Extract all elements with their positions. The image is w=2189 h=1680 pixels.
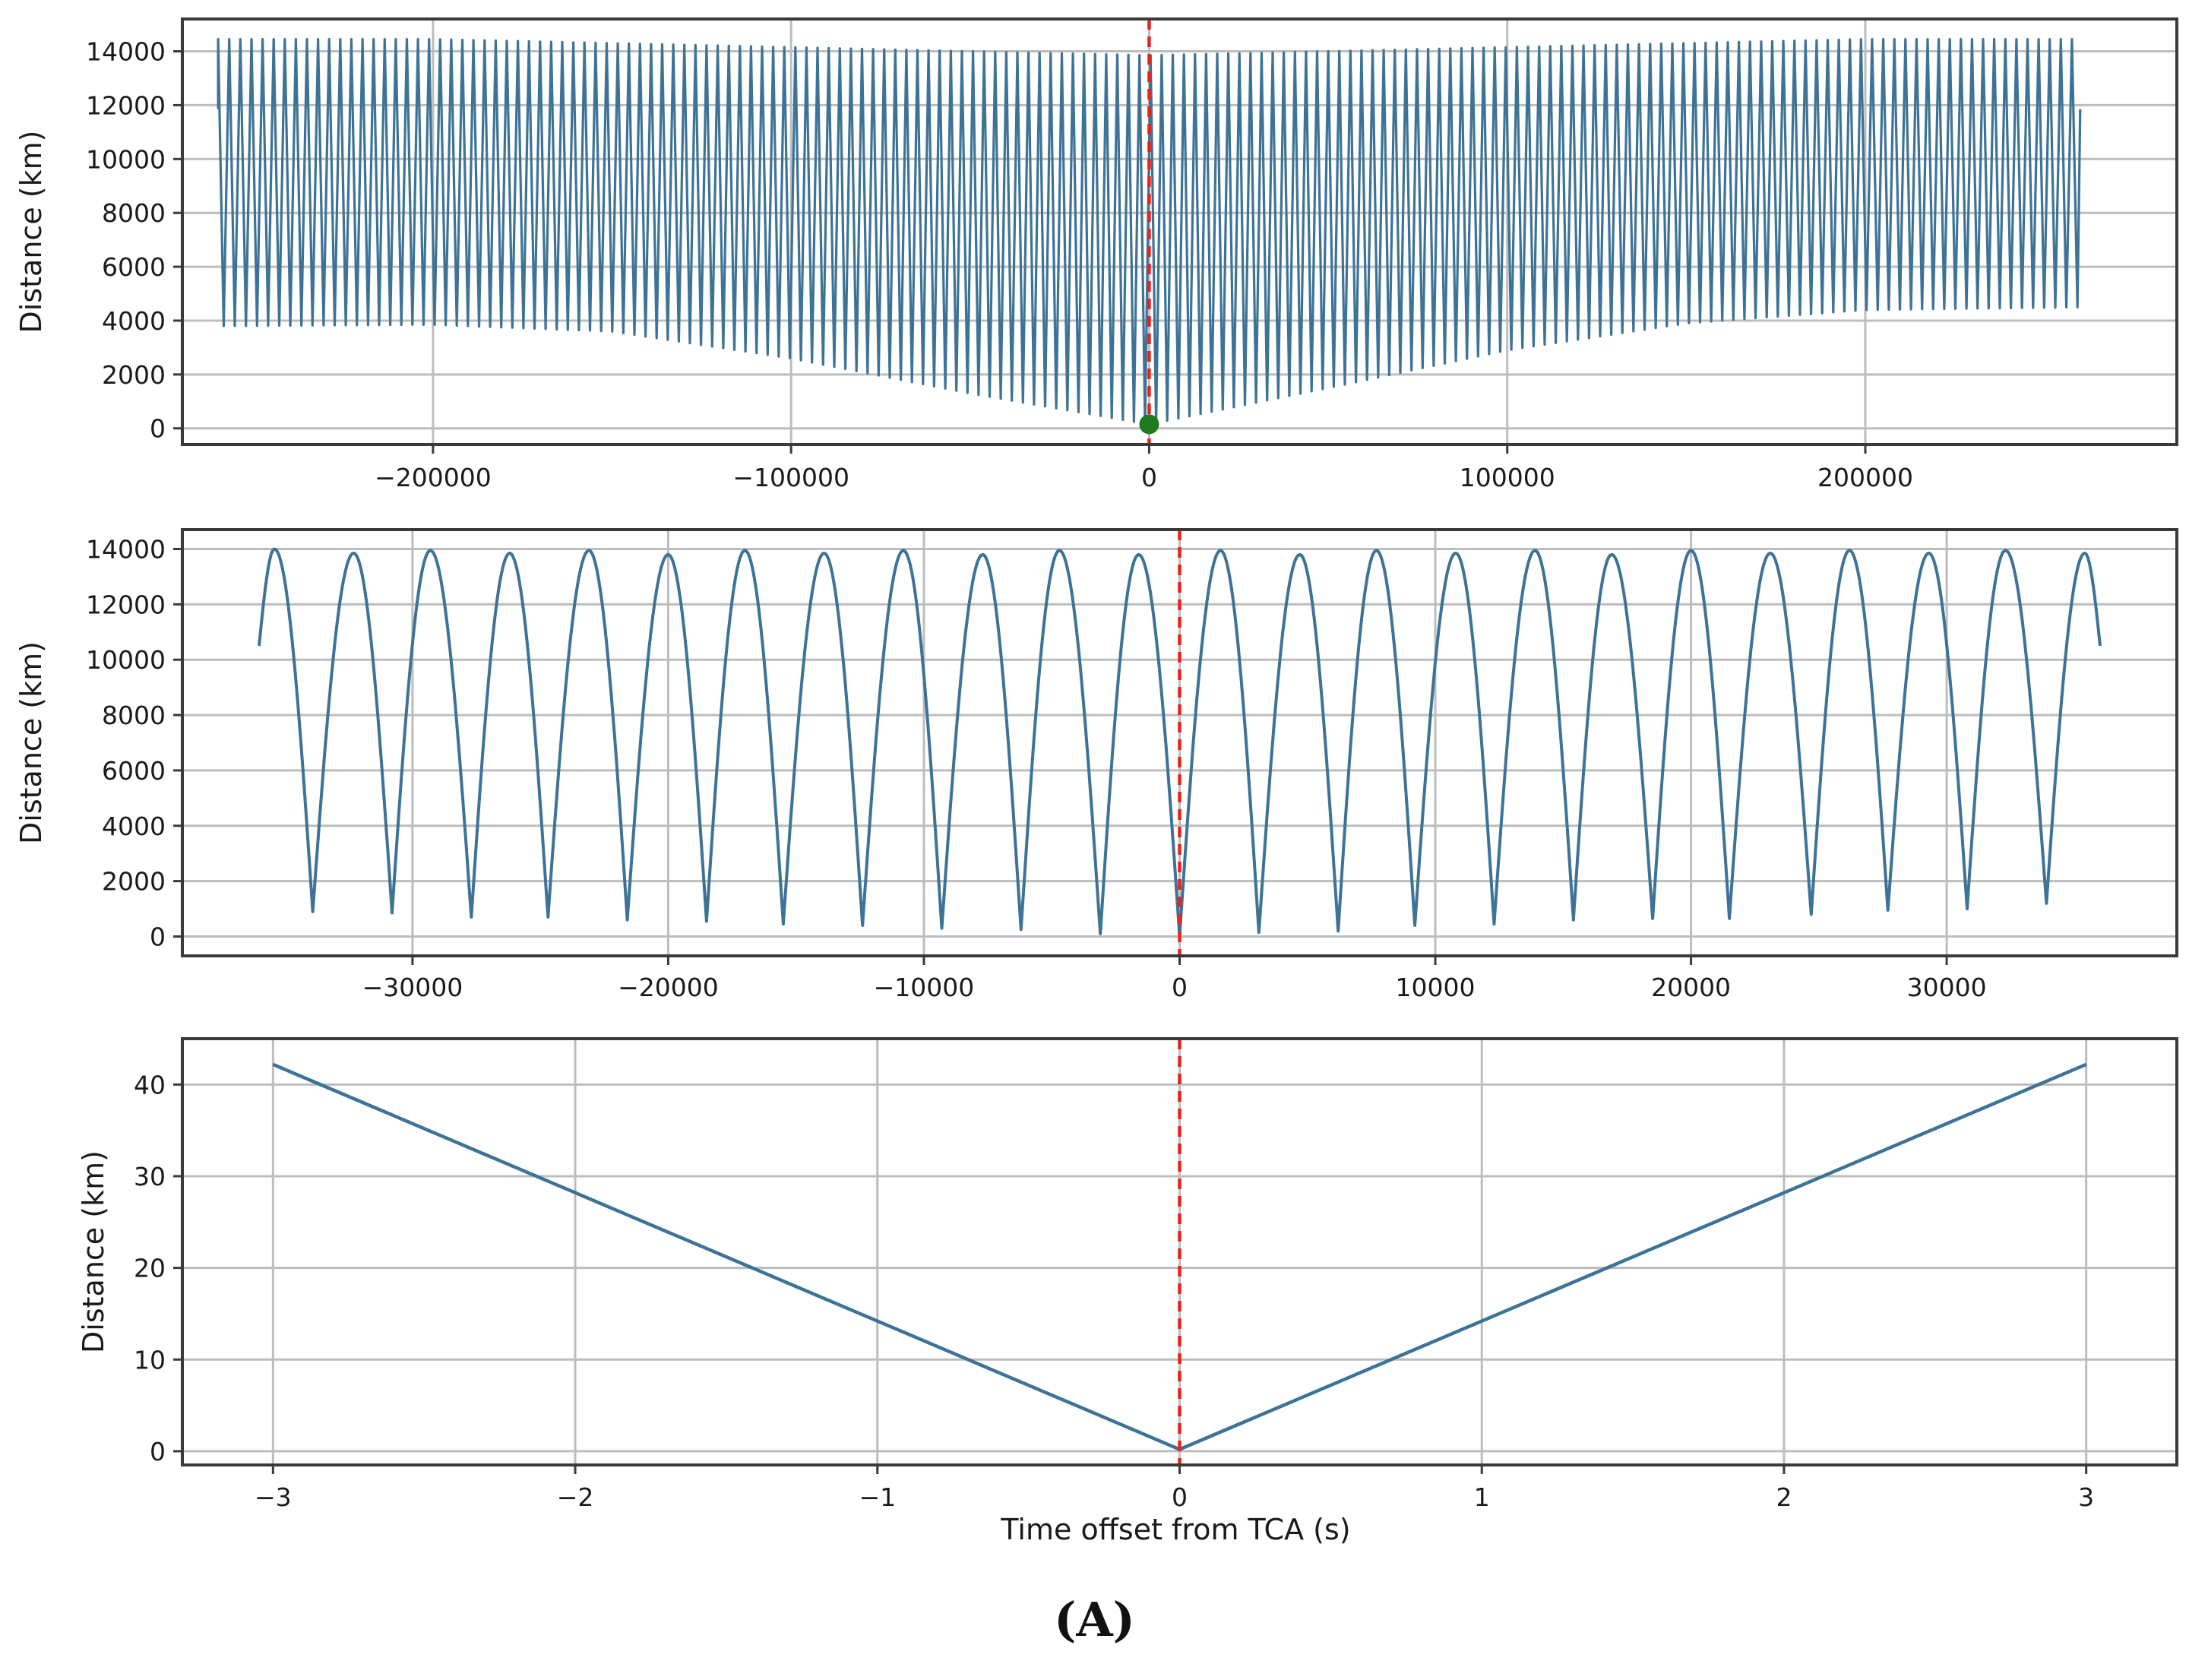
- y-tick-label: 4000: [102, 812, 166, 841]
- x-tick-label: 0: [1172, 1482, 1188, 1512]
- y-tick-label: 20: [134, 1254, 166, 1283]
- x-tick-label: 2: [1776, 1482, 1792, 1512]
- figure-caption: (A): [1054, 1592, 1135, 1647]
- y-tick-label: 8000: [102, 198, 166, 228]
- chart-panel-2: −30000 −20000 −10000 0 10000 20000 30000 0 2000 4…: [14, 528, 2178, 1002]
- y-tick-label: 14000: [86, 37, 166, 67]
- x-tick-label: 200000: [1817, 463, 1913, 492]
- y-tick-label: 14000: [86, 535, 166, 565]
- y-tick-label: 10000: [86, 144, 166, 174]
- closest-approach-point: [1139, 414, 1159, 435]
- y-axis-label: Distance (km): [14, 131, 48, 334]
- y-tick-label: 4000: [102, 306, 166, 336]
- series-line: [217, 38, 2082, 426]
- x-tick-label: −10000: [874, 973, 975, 1002]
- plot-frame: [181, 17, 2178, 446]
- x-tick-label: 100000: [1460, 463, 1555, 492]
- x-tick-label: 1: [1474, 1482, 1490, 1512]
- y-tick-label: 6000: [102, 252, 166, 282]
- y-tick-label: 0: [150, 1437, 166, 1466]
- x-tick-label: −30000: [362, 973, 463, 1002]
- x-axis-label: Time offset from TCA (s): [1000, 1513, 1350, 1546]
- x-tick-label: −1: [859, 1482, 896, 1512]
- x-tick-label: −3: [255, 1482, 292, 1512]
- y-tick-label: 12000: [86, 590, 166, 619]
- x-tick-label: −100000: [732, 463, 849, 492]
- y-tick-label: 40: [134, 1070, 166, 1099]
- chart-panel-1: −200000 −100000 0 100000 200000 0 2000 4000 6000…: [14, 17, 2178, 492]
- x-tick-label: 10000: [1396, 973, 1476, 1002]
- y-tick-label: 6000: [102, 756, 166, 786]
- y-tick-label: 0: [150, 922, 166, 952]
- y-tick-label: 10000: [86, 645, 166, 675]
- x-tick-label: 30000: [1907, 973, 1987, 1002]
- y-tick-label: 2000: [102, 360, 166, 390]
- y-axis-label: Distance (km): [14, 641, 48, 844]
- y-tick-label: 8000: [102, 701, 166, 730]
- y-axis-label: Distance (km): [77, 1150, 110, 1353]
- x-tick-label: 3: [2078, 1482, 2094, 1512]
- y-tick-label: 30: [134, 1162, 166, 1191]
- x-tick-label: 20000: [1651, 973, 1731, 1002]
- x-tick-label: −20000: [618, 973, 719, 1002]
- x-tick-label: −2: [557, 1482, 594, 1512]
- y-tick-label: 2000: [102, 867, 166, 897]
- y-tick-label: 0: [150, 414, 166, 444]
- x-tick-label: −200000: [375, 463, 492, 492]
- y-tick-label: 12000: [86, 90, 166, 120]
- x-tick-label: 0: [1141, 463, 1157, 492]
- x-tick-label: 0: [1172, 973, 1188, 1002]
- y-tick-label: 10: [134, 1345, 166, 1375]
